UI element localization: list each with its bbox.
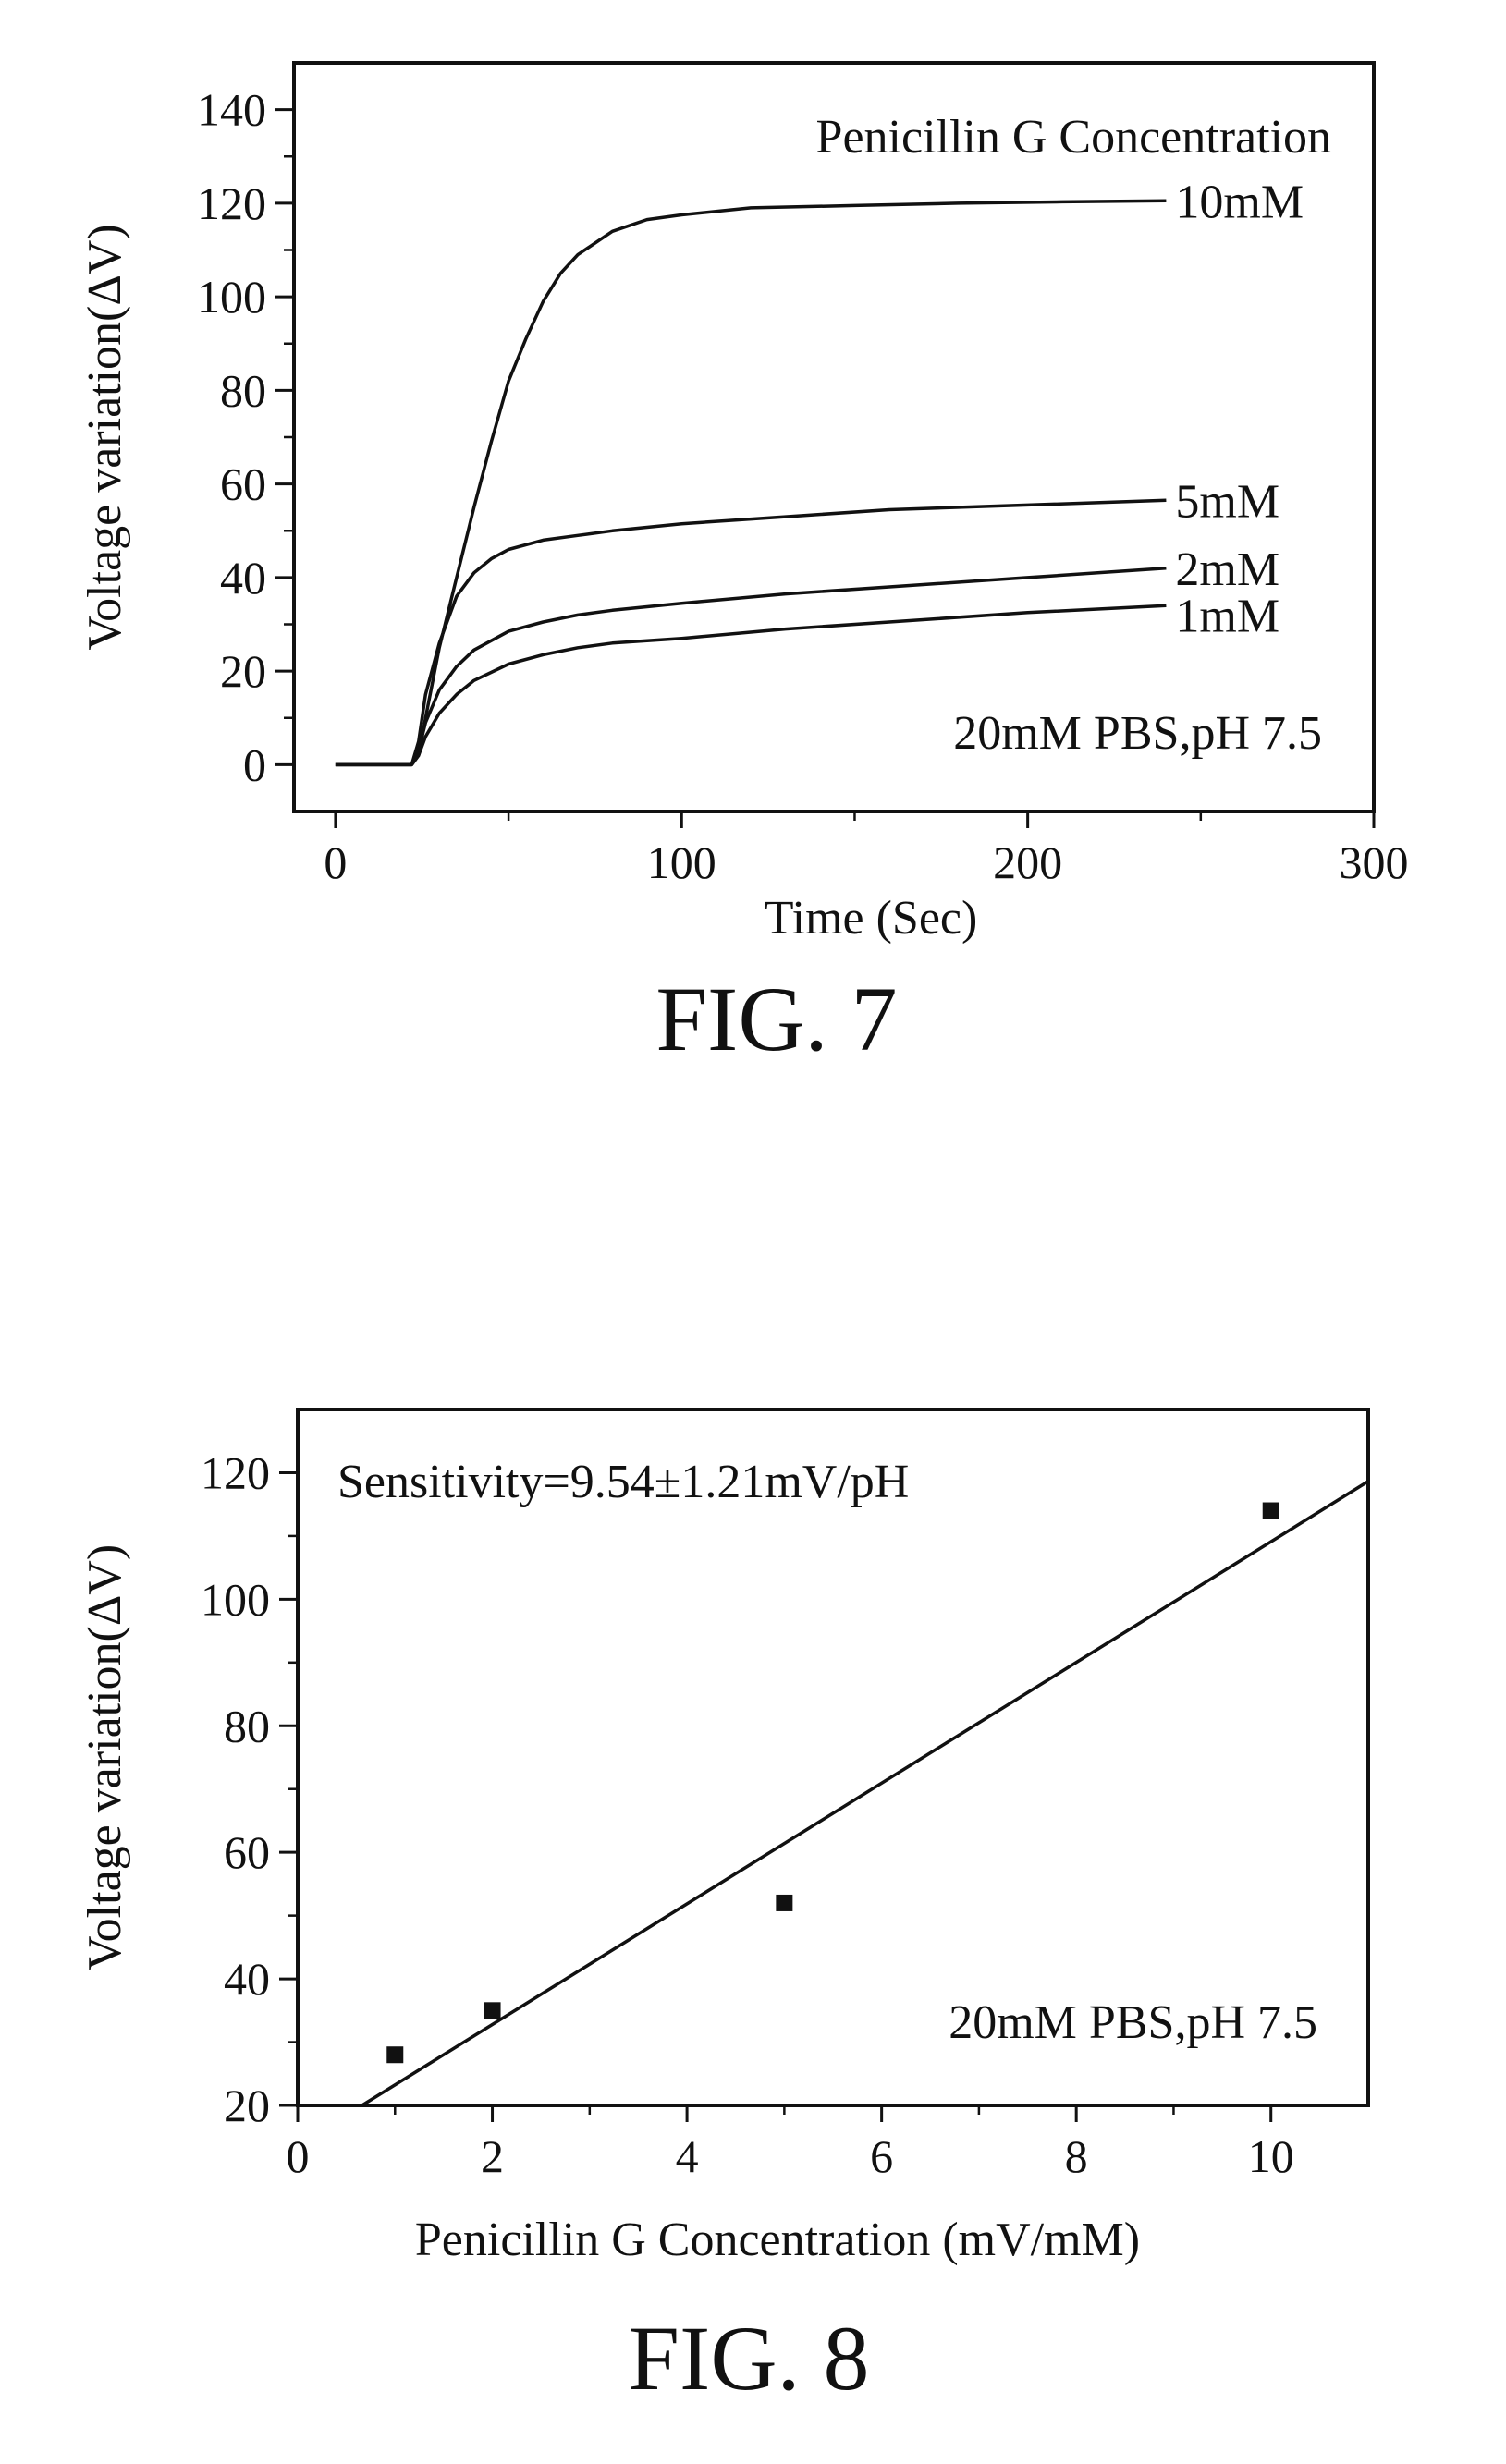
fig7-x-ticks: 0 100 200 300 <box>324 811 1408 888</box>
fig8-sensitivity-annotation: Sensitivity=9.54±1.21mV/pH <box>337 1456 909 1508</box>
fig7-y-tick-label: 0 <box>243 738 266 790</box>
fig7-x-tick-label: 200 <box>993 836 1062 888</box>
fig7-x-tick-label: 0 <box>324 836 347 888</box>
fig7-y-ticks: 0 20 40 60 80 100 120 140 <box>197 84 294 791</box>
fig7-condition-annotation: 20mM PBS,pH 7.5 <box>953 707 1322 760</box>
fig8-y-tick-label: 100 <box>201 1573 270 1625</box>
fig7-series-label: 2mM <box>1175 543 1279 596</box>
fig7-y-tick-label: 80 <box>220 364 266 416</box>
fig8-y-tick-label: 40 <box>224 1953 270 2005</box>
fig8-x-axis-label: Penicillin G Concentration (mV/mM) <box>415 2214 1140 2266</box>
fig7-y-tick-label: 140 <box>197 84 266 136</box>
fig7-x-axis-label: Time (Sec) <box>765 892 978 945</box>
fig7-x-tick-label: 300 <box>1340 836 1409 888</box>
fig8-y-ticks: 20 40 60 80 100 120 <box>201 1446 298 2131</box>
fig7-series: 10mM 5mM 2mM1mM <box>336 176 1304 764</box>
fig8-x-tick-label: 8 <box>1065 2130 1088 2182</box>
fig8-x-tick-label: 4 <box>676 2130 699 2182</box>
fig8-data-point <box>776 1895 792 1911</box>
fig7-y-axis-label: Voltage variation(ΔV) <box>79 224 131 650</box>
fig8-data-point <box>1263 1503 1279 1519</box>
fig8-x-tick-label: 0 <box>287 2130 310 2182</box>
fig8-x-tick-label: 2 <box>481 2130 504 2182</box>
fig7-x-tick-label: 100 <box>647 836 716 888</box>
fig7-legend-title: Penicillin G Concentration <box>816 111 1331 164</box>
fig8-data-point <box>484 2002 501 2019</box>
fig8-x-ticks: 0 2 4 6 8 10 <box>287 2105 1294 2182</box>
fig7-y-tick-label: 40 <box>220 552 266 604</box>
fig8-points <box>386 1503 1279 2064</box>
fig7-caption: FIG. 7 <box>655 968 897 1070</box>
fig7-series-label: 10mM <box>1175 176 1304 228</box>
fig7-series-line-10mM <box>336 201 1167 764</box>
fig8-x-tick-label: 10 <box>1248 2130 1294 2182</box>
fig7-series-label: 5mM <box>1175 475 1279 528</box>
fig7-y-tick-label: 100 <box>197 271 266 323</box>
fig8-chart: 0 2 4 6 8 10 20 40 60 80 100 120 Sensitivity=9.54±… <box>79 1409 1368 2409</box>
fig8-y-axis-label: Voltage variation(ΔV) <box>79 1544 131 1970</box>
fig7-y-tick-label: 60 <box>220 458 266 510</box>
fig8-data-point <box>386 2046 403 2063</box>
fig8-y-tick-label: 60 <box>224 1826 270 1878</box>
fig8-y-tick-label: 20 <box>224 2080 270 2131</box>
fig7-y-tick-label: 120 <box>197 177 266 229</box>
fig7-y-tick-label: 20 <box>220 645 266 697</box>
fig7-chart: 0 100 200 300 0 20 40 60 80 100 120 140 10mM 5mM 2mM… <box>79 63 1409 1070</box>
fig8-y-tick-label: 80 <box>224 1700 270 1751</box>
fig8-y-tick-label: 120 <box>201 1446 270 1498</box>
fig8-x-tick-label: 6 <box>870 2130 893 2182</box>
fig8-condition-annotation: 20mM PBS,pH 7.5 <box>949 1996 1317 2049</box>
fig8-caption: FIG. 8 <box>628 2307 869 2409</box>
fig7-series-label: 1mM <box>1175 590 1279 642</box>
